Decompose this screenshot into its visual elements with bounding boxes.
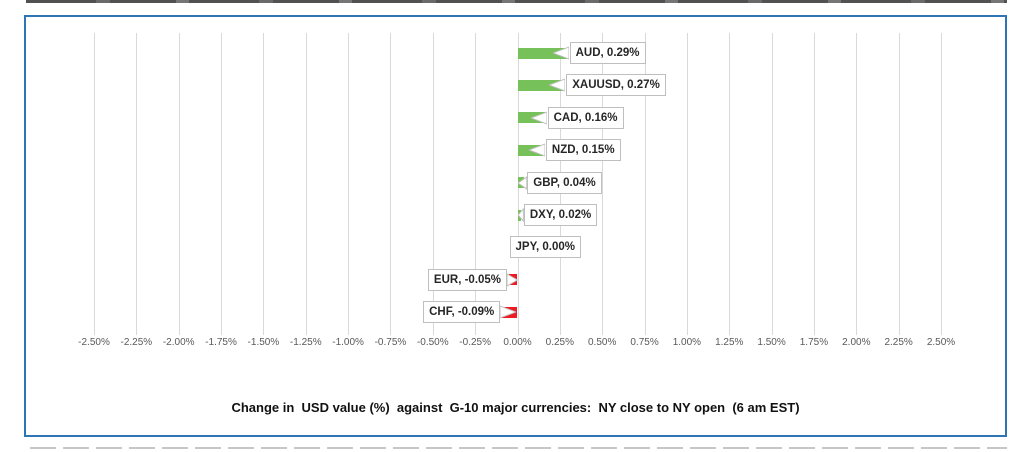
gridline [856,33,858,335]
callout-wedge [527,143,546,162]
callout-wedge [547,78,566,97]
x-axis-tick-label: 1.25% [715,337,744,348]
gridline [263,33,265,335]
x-axis-tick-label: 2.00% [842,337,871,348]
x-axis-tick-label: 0.75% [630,337,659,348]
x-axis-tick-label: -2.25% [120,337,153,348]
gridline [432,33,434,335]
gridline [305,33,307,335]
data-label-eur: EUR, -0.05% [427,268,508,291]
gridline [644,33,646,335]
x-axis-tick-label: 0.25% [545,337,575,348]
x-axis-tick-label: 1.00% [672,337,702,348]
cropped-content-artifact-bottom [30,447,1007,449]
data-label-xauusd: XAUUSD, 0.27% [566,74,666,97]
gridline [390,33,392,335]
callout-wedge [551,46,570,65]
x-axis-tick-label: -0.25% [459,337,491,348]
chart-frame: -2.50% -2.25% -2.00% -1.75% -1.50% -1.25% -1.0… [24,15,1007,437]
gridline [729,33,731,335]
x-axis-tick-label: 2.25% [884,337,913,348]
callout-wedge [499,305,518,324]
gridline [348,33,350,335]
x-axis-tick-label: 1.50% [757,337,786,348]
callout-wedge-shape [516,207,524,223]
gridline [898,33,900,335]
gridline [941,33,942,335]
x-axis-tick-label: 1.75% [799,337,829,348]
x-axis-tick-label: -0.75% [374,337,407,348]
gridline [94,33,95,335]
callout-wedge-shape [547,78,566,93]
x-axis-tick-label: -0.50% [416,337,449,348]
gridline [771,33,773,335]
data-label-nzd: NZD, 0.15% [545,139,621,162]
gridline [686,33,688,335]
callout-wedge [529,111,548,130]
gridline [813,33,815,335]
x-axis-tick-label: 0.50% [588,337,617,348]
x-axis-tick-label: -1.00% [332,337,364,348]
data-label-jpy: JPY, 0.00% [509,236,581,259]
callout-wedge [516,175,527,195]
plot-area: -2.50% -2.25% -2.00% -1.75% -1.50% -1.25% -1.0… [26,17,1005,435]
callout-wedge-shape [516,175,527,190]
gridline [178,33,180,335]
bar-aud [517,47,567,59]
bar-xauusd [517,79,564,91]
data-label-dxy: DXY, 0.02% [523,204,598,226]
gridline [475,33,477,335]
gridline [602,33,604,335]
callout-wedge-shape [529,111,548,125]
gridline [136,33,138,335]
x-axis-tick-label: -2.50% [78,337,110,348]
x-axis-tick-label: 0.00% [503,337,532,348]
data-label-cad: CAD, 0.16% [547,106,624,129]
callout-wedge-shape [506,272,519,287]
callout-wedge-shape [499,305,518,319]
cropped-content-artifact-top [26,0,1007,3]
x-axis-tick-label: -1.50% [247,337,280,348]
data-label-gbp: GBP, 0.04% [527,171,602,194]
callout-wedge-shape [551,46,570,60]
gridline [221,33,223,335]
data-label-aud: AUD, 0.29% [569,42,646,64]
chart-title: Change in USD value (%) against G-10 maj… [231,400,800,415]
callout-wedge [506,272,519,292]
x-axis-tick-label: 2.50% [926,337,956,348]
callout-wedge-shape [527,143,546,157]
data-label-chf: CHF, -0.09% [423,301,501,324]
x-axis-tick-label: -1.75% [205,337,237,348]
callout-wedge [516,207,524,227]
x-axis-tick-label: -1.25% [289,337,322,348]
x-axis-tick-label: -2.00% [162,337,195,348]
